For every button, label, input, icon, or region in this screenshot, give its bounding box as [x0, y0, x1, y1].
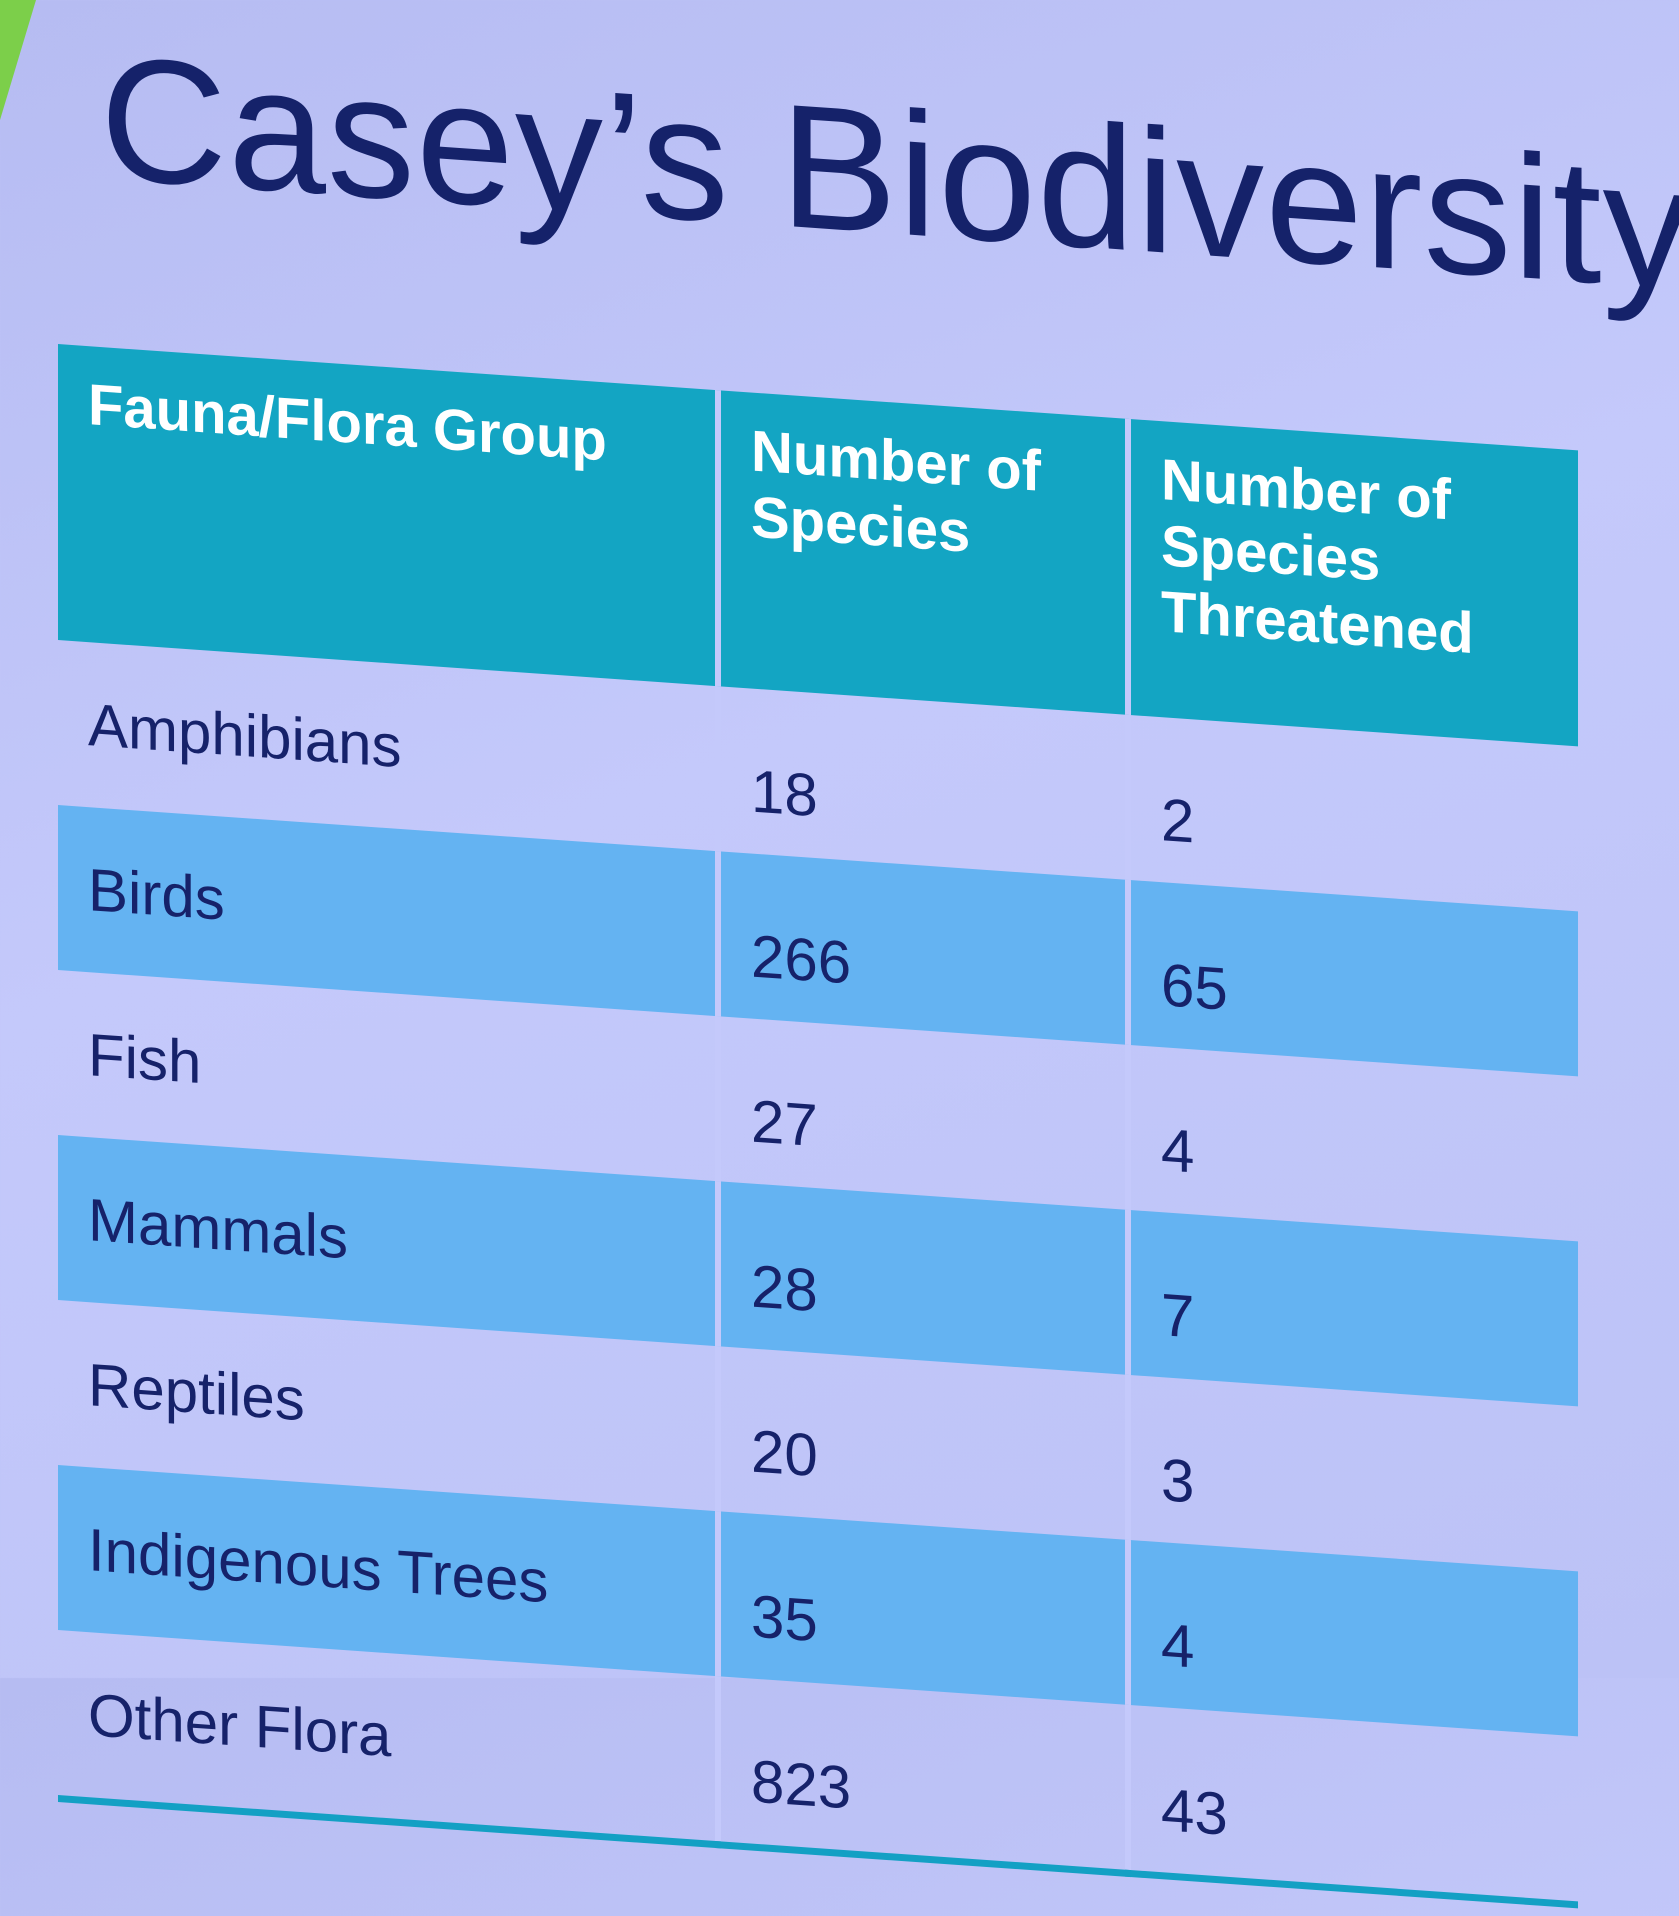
number-cell: 4 [1128, 1539, 1578, 1737]
biodiversity-table: Fauna/Flora Group Number of Species Number… [58, 344, 1578, 1909]
number-cell: 43 [1161, 1776, 1228, 1848]
number-cell: 18 [718, 686, 1128, 880]
title: Casey’s Biodiversity [100, 19, 1679, 328]
corner-accent [0, 0, 36, 120]
slide: Casey’s Biodiversity Fauna/Flora Group Nu… [58, 19, 1679, 1909]
number-cell: 2 [1161, 786, 1195, 856]
number-cell: 3 [1161, 1446, 1195, 1516]
number-cell: 28 [718, 1181, 1128, 1375]
number-cell: 35 [718, 1511, 1128, 1705]
number-cell: 20 [718, 1346, 1128, 1540]
number-cell: 27 [718, 1016, 1128, 1210]
header-cell: Number of Species Threatened [1128, 418, 1578, 747]
number-cell: 4 [1161, 1116, 1195, 1186]
header-cell: Number of Species [718, 390, 1128, 715]
number-cell: 266 [718, 851, 1128, 1045]
number-cell: 823 [718, 1676, 1128, 1874]
number-cell: 7 [1128, 1209, 1578, 1407]
table-body: Amphibians 18 2 Birds 266 65 Fish 27 4 Mammals 28 7… [58, 640, 1578, 1905]
header-cell: Fauna/Flora Group [58, 344, 718, 687]
number-cell: 65 [1128, 879, 1578, 1077]
